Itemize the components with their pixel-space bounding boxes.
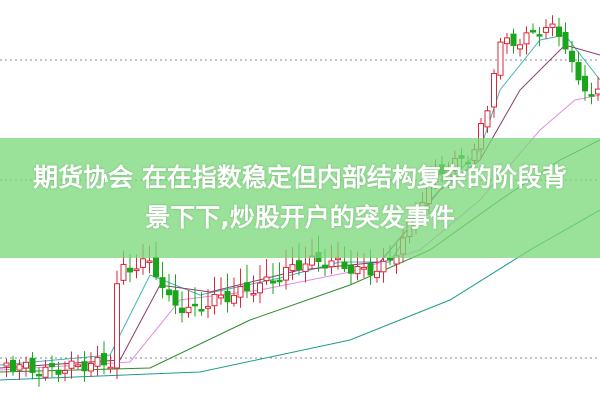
candle-down (270, 280, 276, 284)
candle-up (484, 110, 491, 128)
candle-up (94, 357, 101, 367)
candle-down (569, 50, 575, 63)
candle-up (133, 268, 140, 271)
candle-up (380, 260, 387, 273)
candle-up (523, 32, 530, 45)
candle-down (276, 279, 283, 283)
candle-up (42, 366, 49, 378)
candle-up (289, 264, 296, 272)
candle-up (250, 292, 257, 296)
candle-down (536, 34, 543, 37)
candle-up (504, 37, 510, 45)
candle-down (367, 263, 374, 276)
candle-up (497, 41, 504, 76)
candle-up (361, 267, 367, 270)
candle-down (10, 359, 16, 372)
candle-up (16, 364, 23, 371)
candle-up (549, 23, 556, 28)
candle-down (244, 282, 250, 292)
candle-down (341, 261, 348, 270)
candle-up (263, 276, 270, 282)
candle-up (237, 286, 244, 298)
candle-down (55, 369, 62, 375)
candle-up (185, 306, 192, 314)
candle-down (582, 75, 588, 92)
candle-up (205, 306, 211, 309)
candle-up (595, 88, 600, 95)
headline-line-1: 期货协会 在在指数稳定但内部结构复杂的阶段背 (33, 163, 567, 192)
candle-up (211, 293, 218, 307)
candle-up (335, 257, 341, 261)
candle-up (374, 270, 380, 279)
candle-down (49, 363, 55, 368)
candle-down (224, 290, 231, 303)
candle-up (491, 73, 497, 108)
candle-down (179, 307, 185, 314)
candle-down (296, 260, 302, 270)
ma-mid-line (0, 44, 600, 369)
candle-up (218, 294, 224, 299)
candle-down (29, 357, 36, 373)
candle-up (328, 260, 335, 268)
candle-up (114, 283, 120, 369)
candle-down (101, 353, 107, 366)
candle-down (36, 373, 42, 377)
headline-banner: 期货协会 在在指数稳定但内部结构复杂的阶段背 景下下,炒股开户的突发事件 (0, 138, 600, 258)
candle-up (140, 258, 146, 268)
headline-line-2: 景下下,炒股开户的突发事件 (145, 203, 455, 232)
candle-up (517, 44, 523, 50)
candle-down (198, 309, 205, 312)
candle-down (127, 267, 133, 273)
candle-up (283, 266, 289, 281)
candle-up (302, 263, 309, 273)
candle-up (543, 27, 549, 33)
candle-down (510, 33, 517, 46)
candle-up (146, 260, 153, 264)
candle-down (387, 257, 393, 261)
candle-down (588, 94, 595, 97)
candle-up (23, 361, 29, 369)
candle-up (231, 294, 237, 304)
candle-up (354, 265, 361, 275)
candle-up (3, 362, 10, 367)
candle-down (153, 256, 159, 278)
candle-down (556, 26, 562, 37)
candle-up (68, 360, 75, 369)
candle-down (530, 30, 536, 33)
candle-up (75, 364, 81, 367)
candle-down (159, 277, 166, 289)
candle-down (166, 289, 172, 296)
candle-down (562, 31, 569, 50)
candle-up (62, 369, 68, 374)
candle-up (257, 282, 263, 294)
candle-down (172, 290, 179, 306)
candle-down (575, 61, 582, 81)
candle-down (81, 361, 88, 372)
candle-down (192, 303, 198, 307)
candle-up (107, 366, 114, 370)
candle-down (322, 264, 328, 269)
candle-up (120, 263, 127, 281)
candle-down (348, 264, 354, 274)
candle-up (88, 362, 94, 372)
